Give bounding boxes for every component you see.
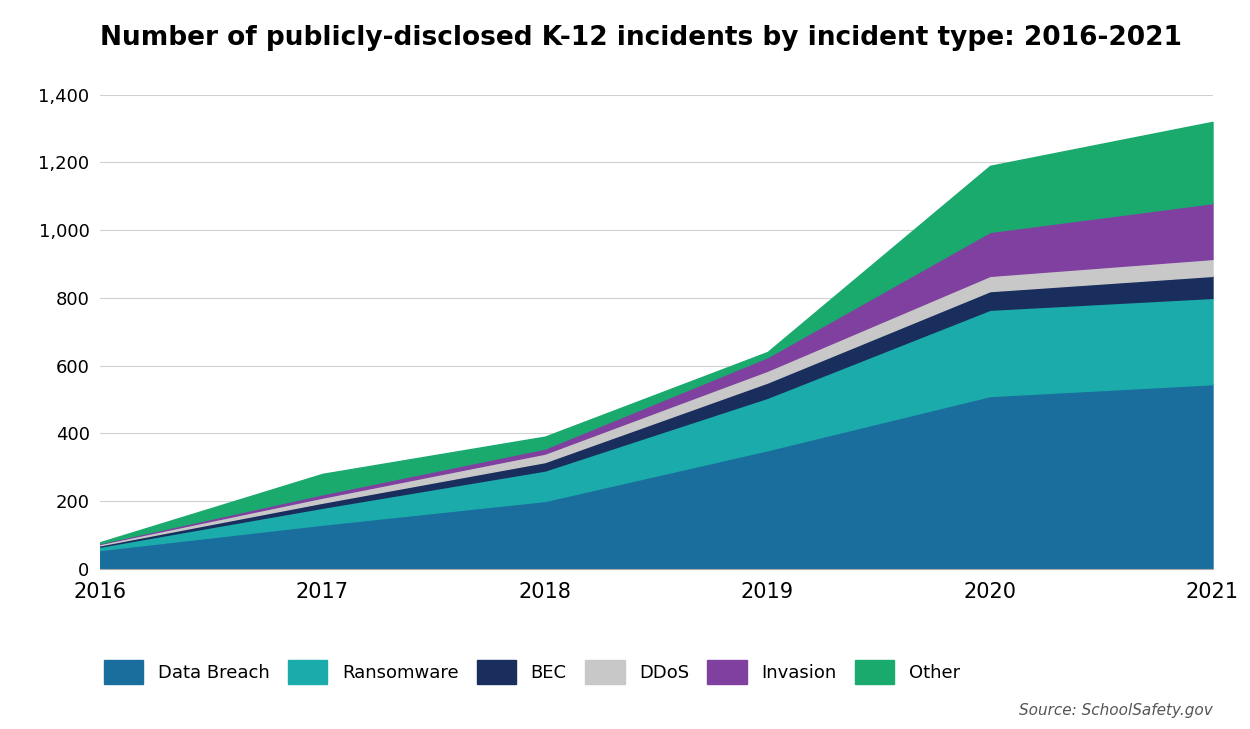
- Text: Number of publicly-disclosed K-12 incidents by incident type: 2016-2021: Number of publicly-disclosed K-12 incide…: [100, 25, 1182, 51]
- Legend: Data Breach, Ransomware, BEC, DDoS, Invasion, Other: Data Breach, Ransomware, BEC, DDoS, Inva…: [96, 653, 968, 691]
- Text: Source: SchoolSafety.gov: Source: SchoolSafety.gov: [1019, 703, 1212, 718]
